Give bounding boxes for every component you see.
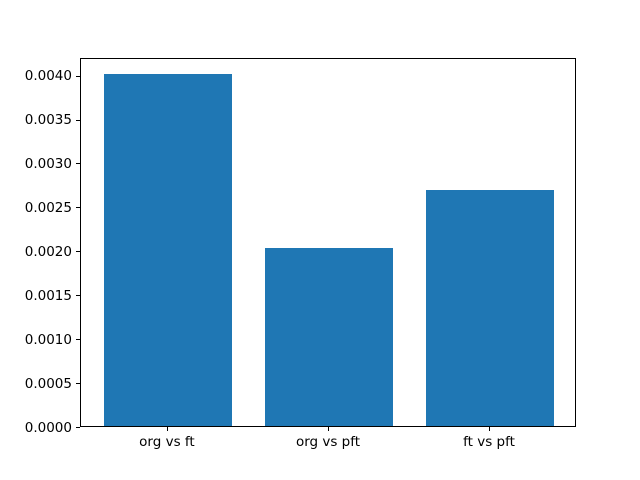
y-tick-label: 0.0020 xyxy=(24,243,72,260)
y-tick-label: 0.0030 xyxy=(24,155,72,172)
bar-org-vs-pft xyxy=(264,247,394,426)
y-tick-label: 0.0040 xyxy=(24,68,72,85)
x-tick-mark xyxy=(328,427,329,431)
plot-area xyxy=(80,58,576,427)
y-tick-mark xyxy=(76,339,80,341)
y-tick-label: 0.0010 xyxy=(24,331,72,348)
y-tick-label: 0.0035 xyxy=(24,112,72,128)
y-tick-mark xyxy=(76,163,80,165)
x-tick-label: org vs ft xyxy=(139,434,195,450)
y-tick-mark xyxy=(76,119,80,121)
y-tick-mark xyxy=(76,295,80,297)
x-tick-mark xyxy=(166,427,168,431)
bar-ft-vs-pft xyxy=(425,189,555,426)
y-tick-label: 0.0000 xyxy=(24,419,72,436)
x-tick-label: ft vs pft xyxy=(463,434,515,450)
y-tick-label: 0.0005 xyxy=(24,375,72,392)
y-tick-mark xyxy=(76,427,80,428)
y-tick-mark xyxy=(76,75,80,77)
x-tick-mark xyxy=(489,427,491,431)
y-tick-mark xyxy=(76,251,80,253)
bar-org-vs-ft xyxy=(103,73,233,426)
y-tick-mark xyxy=(76,207,80,209)
y-tick-label: 0.0015 xyxy=(24,287,72,304)
y-tick-mark xyxy=(76,383,80,385)
x-tick-label: org vs pft xyxy=(295,434,361,450)
y-tick-label: 0.0025 xyxy=(24,199,72,216)
